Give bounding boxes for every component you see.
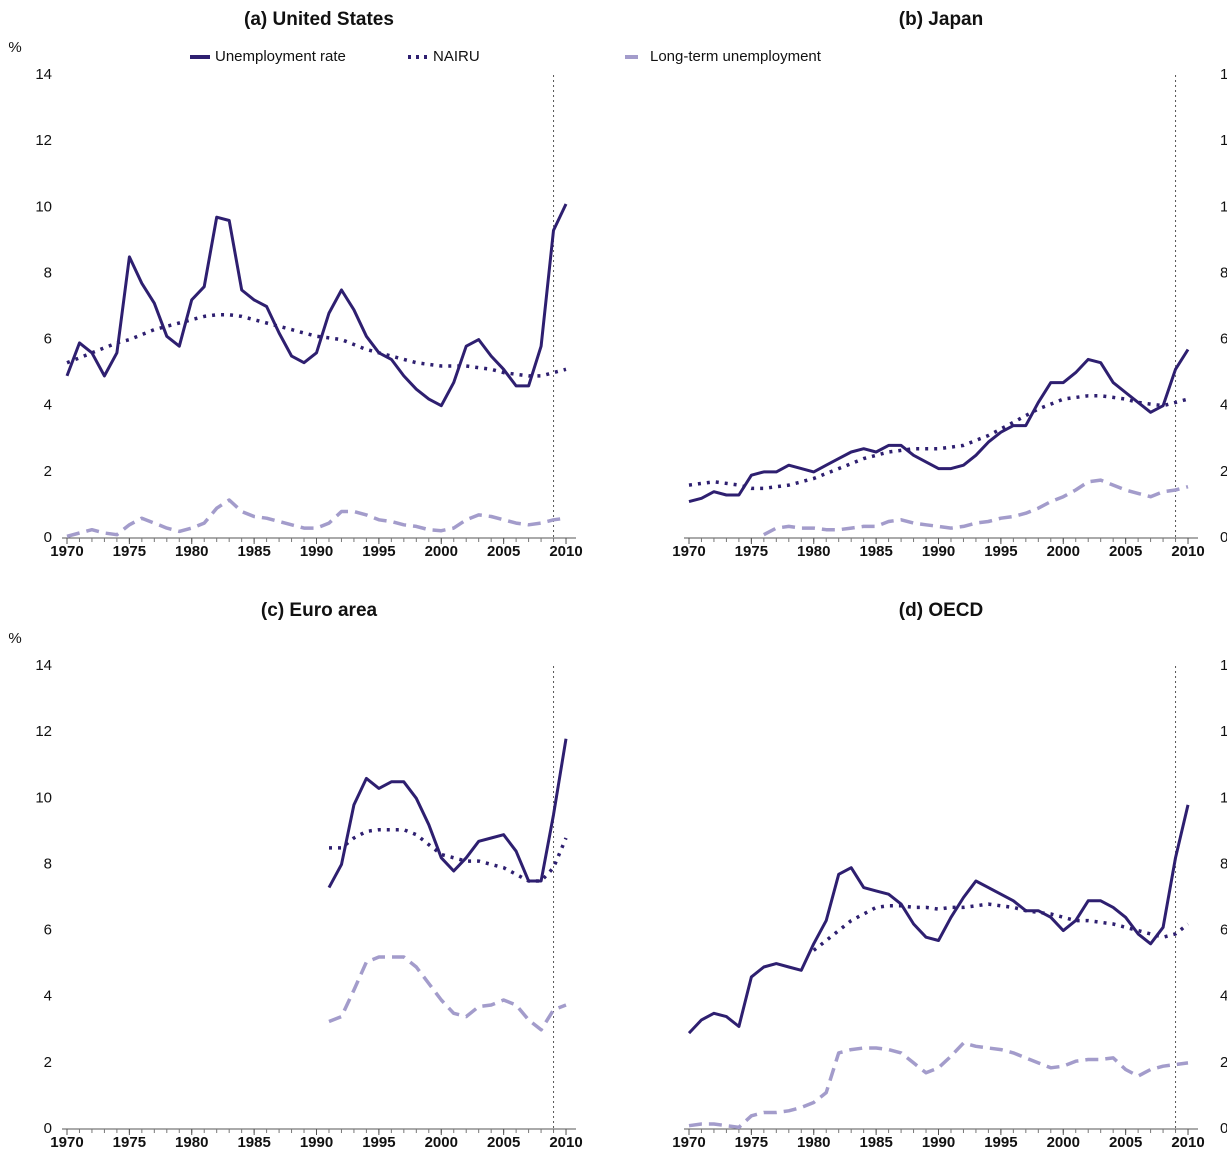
y-tick-label: 10	[1220, 198, 1227, 215]
x-tick-label: 1995	[984, 1134, 1017, 1151]
y-tick-label: 10	[1220, 789, 1227, 806]
x-tick-label: 1980	[175, 1134, 208, 1151]
y-tick-label: 6	[1220, 331, 1227, 348]
series-line	[327, 738, 568, 889]
series-line	[762, 478, 1189, 537]
x-tick-label: 1980	[797, 543, 830, 560]
x-tick-label: 1975	[735, 1134, 768, 1151]
y-tick-label: 8	[1220, 855, 1227, 872]
series-line	[328, 955, 567, 1032]
y-tick-label: 10	[35, 789, 52, 806]
y-tick-label: 0	[44, 529, 52, 546]
series-line	[65, 203, 568, 408]
series-line	[812, 902, 1190, 952]
x-tick-label: 2000	[1047, 543, 1080, 560]
y-tick-label: 6	[44, 922, 52, 939]
y-tick-label: 2	[44, 1054, 52, 1071]
y-tick-label: 2	[44, 463, 52, 480]
y-tick-label: 6	[1220, 922, 1227, 939]
x-tick-label: 1975	[113, 1134, 146, 1151]
y-tick-label: 14	[1220, 657, 1227, 674]
y-tick-label: 14	[1220, 66, 1227, 83]
x-tick-label: 2000	[425, 1134, 458, 1151]
x-tick-label: 1985	[237, 543, 270, 560]
x-tick-label: 1970	[672, 543, 705, 560]
panel-title: (a) United States	[244, 9, 394, 30]
y-tick-label: 10	[35, 198, 52, 215]
y-tick-label: 6	[44, 331, 52, 348]
panel-title: (d) OECD	[899, 600, 983, 621]
legend-label: Long-term unemployment	[650, 48, 822, 65]
x-tick-label: 1990	[300, 1134, 333, 1151]
y-tick-label: 4	[1220, 397, 1227, 414]
y-tick-label: 4	[44, 988, 52, 1005]
x-tick-label: 2010	[1171, 1134, 1204, 1151]
legend-label: Unemployment rate	[215, 48, 346, 65]
x-tick-label: 1975	[113, 543, 146, 560]
x-tick-label: 1990	[922, 543, 955, 560]
x-tick-label: 2005	[1109, 543, 1142, 560]
y-tick-label: 12	[35, 723, 52, 740]
y-tick-label: 0	[44, 1120, 52, 1137]
y-axis-label: %	[8, 630, 21, 647]
y-tick-label: 0	[1220, 529, 1227, 546]
x-tick-label: 2005	[487, 543, 520, 560]
y-tick-label: 8	[1220, 264, 1227, 281]
x-tick-label: 1995	[362, 543, 395, 560]
x-tick-label: 2005	[487, 1134, 520, 1151]
x-tick-label: 2000	[425, 543, 458, 560]
y-tick-label: 2	[1220, 463, 1227, 480]
series-line	[66, 498, 567, 538]
y-tick-label: 12	[35, 132, 52, 149]
series-line	[688, 1041, 1189, 1130]
x-tick-label: 1995	[362, 1134, 395, 1151]
series-line	[687, 804, 1190, 1035]
y-tick-label: 8	[44, 855, 52, 872]
x-tick-label: 2005	[1109, 1134, 1142, 1151]
x-tick-label: 2010	[549, 543, 582, 560]
x-tick-label: 1970	[672, 1134, 705, 1151]
y-axis-label: %	[8, 39, 21, 56]
x-tick-label: 1975	[735, 543, 768, 560]
x-tick-label: 1985	[237, 1134, 270, 1151]
x-tick-label: 1980	[797, 1134, 830, 1151]
x-tick-label: 1970	[50, 543, 83, 560]
series-line	[688, 394, 1189, 491]
x-tick-label: 2010	[549, 1134, 582, 1151]
y-tick-label: 14	[35, 66, 52, 83]
x-tick-label: 1985	[859, 543, 892, 560]
y-tick-label: 8	[44, 264, 52, 281]
x-tick-label: 1990	[300, 543, 333, 560]
panel-title: (c) Euro area	[261, 600, 378, 621]
panel-title: (b) Japan	[899, 9, 983, 30]
y-tick-label: 4	[44, 397, 52, 414]
y-tick-label: 12	[1220, 132, 1227, 149]
y-tick-label: 4	[1220, 988, 1227, 1005]
x-tick-label: 1990	[922, 1134, 955, 1151]
series-line	[688, 348, 1190, 504]
y-tick-label: 0	[1220, 1120, 1227, 1137]
y-tick-label: 2	[1220, 1054, 1227, 1071]
y-tick-label: 12	[1220, 723, 1227, 740]
series-line	[66, 313, 567, 378]
series-line	[329, 827, 568, 883]
x-tick-label: 2010	[1171, 543, 1204, 560]
x-tick-label: 2000	[1047, 1134, 1080, 1151]
y-tick-label: 14	[35, 657, 52, 674]
legend-label: NAIRU	[433, 48, 480, 65]
x-tick-label: 1995	[984, 543, 1017, 560]
x-tick-label: 1980	[175, 543, 208, 560]
x-tick-label: 1970	[50, 1134, 83, 1151]
x-tick-label: 1985	[859, 1134, 892, 1151]
